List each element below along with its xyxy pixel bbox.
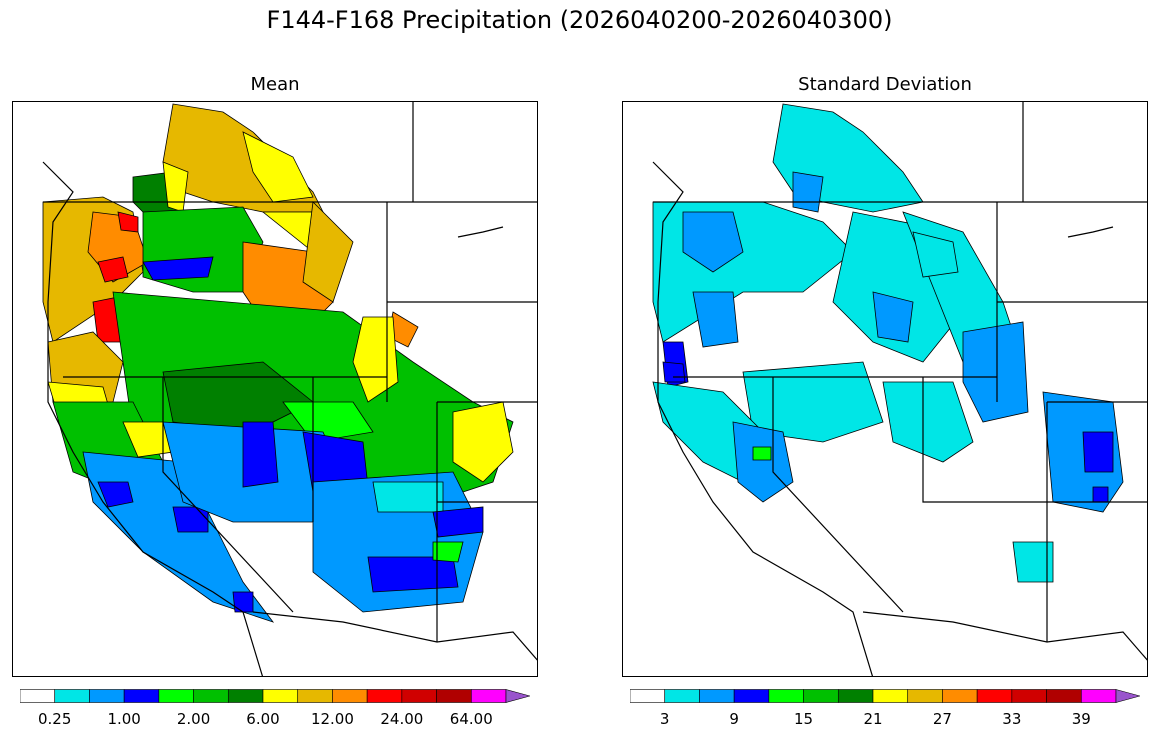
colorbar-segment [907, 689, 943, 703]
colorbar-segment [366, 689, 403, 703]
sd-region-ca-blue [732, 421, 794, 503]
region-az-navy [367, 556, 459, 593]
colorbar-segment [297, 689, 333, 703]
sd-region-or-blue [692, 291, 739, 348]
sd-region-idaho-blue [872, 291, 914, 343]
stddev-map [622, 101, 1148, 677]
colorbar-segment [401, 689, 437, 703]
sd-region-utah-cyan [882, 381, 974, 463]
colorbar-segment [332, 689, 368, 703]
colorbar-segment [436, 689, 472, 703]
colorbar-tick-label: 12.00 [310, 710, 354, 728]
colorbar-segment [942, 689, 978, 703]
colorbar-segment [733, 689, 770, 703]
colorbar-tick-label: 3 [659, 710, 670, 728]
sd-region-ca-green [752, 446, 772, 461]
colorbar-segment [158, 689, 194, 703]
colorbar-segment [262, 689, 299, 703]
stddev-map-svg [652, 102, 1147, 676]
sd-coastline [652, 161, 874, 676]
colorbar-segment [89, 689, 125, 703]
colorbar-segment [193, 689, 229, 703]
colorbar-tick-label: 24.00 [380, 710, 424, 728]
region-dark-green-1 [162, 361, 314, 433]
colorbar-segment [630, 689, 666, 703]
colorbar-segment [54, 689, 90, 703]
region-ca-navy-1 [97, 481, 134, 508]
sd-lake-line [1067, 226, 1114, 238]
mean-colorbar [20, 689, 530, 703]
mexico-border-line [252, 611, 537, 661]
sd-state-line-9 [772, 377, 904, 613]
stddev-colorbar [630, 689, 1140, 703]
region-wa-red-1 [117, 211, 139, 233]
sd-region-co-navy [1082, 431, 1114, 473]
region-ca-navy-3 [232, 591, 254, 613]
region-wa-red-2 [97, 256, 129, 283]
sd-region-co-navy-2 [1092, 486, 1109, 503]
state-line-9 [162, 377, 294, 613]
colorbar-segment [1011, 689, 1047, 703]
sd-region-wyoming-blue [962, 321, 1029, 423]
colorbar-tick-label: 6.00 [246, 710, 280, 728]
colorbar-segment [872, 689, 909, 703]
colorbar-tick-label: 21 [863, 710, 883, 728]
region-colorado-yellow [452, 401, 514, 483]
colorbar-segment [470, 689, 507, 703]
region-montana-yellow [302, 201, 354, 303]
mean-map [12, 101, 538, 677]
colorbar-segment [20, 689, 56, 703]
mean-panel-title: Mean [250, 74, 300, 95]
stddev-panel-title: Standard Deviation [798, 74, 972, 95]
sd-mexico-border-line [862, 611, 1147, 661]
colorbar-segment [1046, 689, 1082, 703]
sd-region-nm-cyan [1012, 541, 1054, 583]
colorbar-segment [505, 689, 530, 703]
colorbar-segment [837, 689, 874, 703]
sd-region-ca-navy [662, 361, 686, 383]
colorbar-segment [227, 689, 264, 703]
sd-state-line-5 [922, 377, 1047, 503]
colorbar-tick-label: 1.00 [107, 710, 141, 728]
coastline [42, 161, 264, 676]
colorbar-tick-label: 33 [1002, 710, 1022, 728]
colorbar-tick-label: 27 [932, 710, 952, 728]
mean-map-svg [42, 102, 537, 676]
colorbar-tick-label: 9 [729, 710, 739, 728]
sd-region-bc-blue [792, 171, 824, 213]
colorbar-tick-label: 15 [794, 710, 814, 728]
colorbar-segment [768, 689, 804, 703]
colorbar-segment [123, 689, 160, 703]
colorbar-segment [699, 689, 735, 703]
sd-region-wa-blue [682, 211, 744, 273]
region-ca-navy-2 [172, 506, 209, 533]
lake-line [457, 226, 504, 238]
colorbar-tick-label: 64.00 [449, 710, 493, 728]
colorbar-tick-label: 2.00 [176, 710, 211, 728]
sd-region-wa-cyan-2 [912, 231, 959, 278]
region-columbia-blue [142, 256, 214, 281]
region-nm-navy [432, 506, 484, 538]
region-az-cyan [372, 481, 444, 513]
colorbar-segment [803, 689, 839, 703]
region-bc-north-yellow [242, 131, 314, 203]
region-nm-green [432, 541, 464, 563]
region-nevada-navy [242, 421, 279, 488]
figure-title: F144-F168 Precipitation (2026040200-2026… [266, 6, 893, 34]
colorbar-segment [1115, 689, 1140, 703]
colorbar-segment [976, 689, 1013, 703]
colorbar-tick-label: 39 [1071, 710, 1091, 728]
colorbar-segment [664, 689, 700, 703]
colorbar-segment [1080, 689, 1117, 703]
colorbar-tick-label: 0.25 [38, 710, 72, 728]
sd-region-co-blue [1042, 391, 1124, 513]
